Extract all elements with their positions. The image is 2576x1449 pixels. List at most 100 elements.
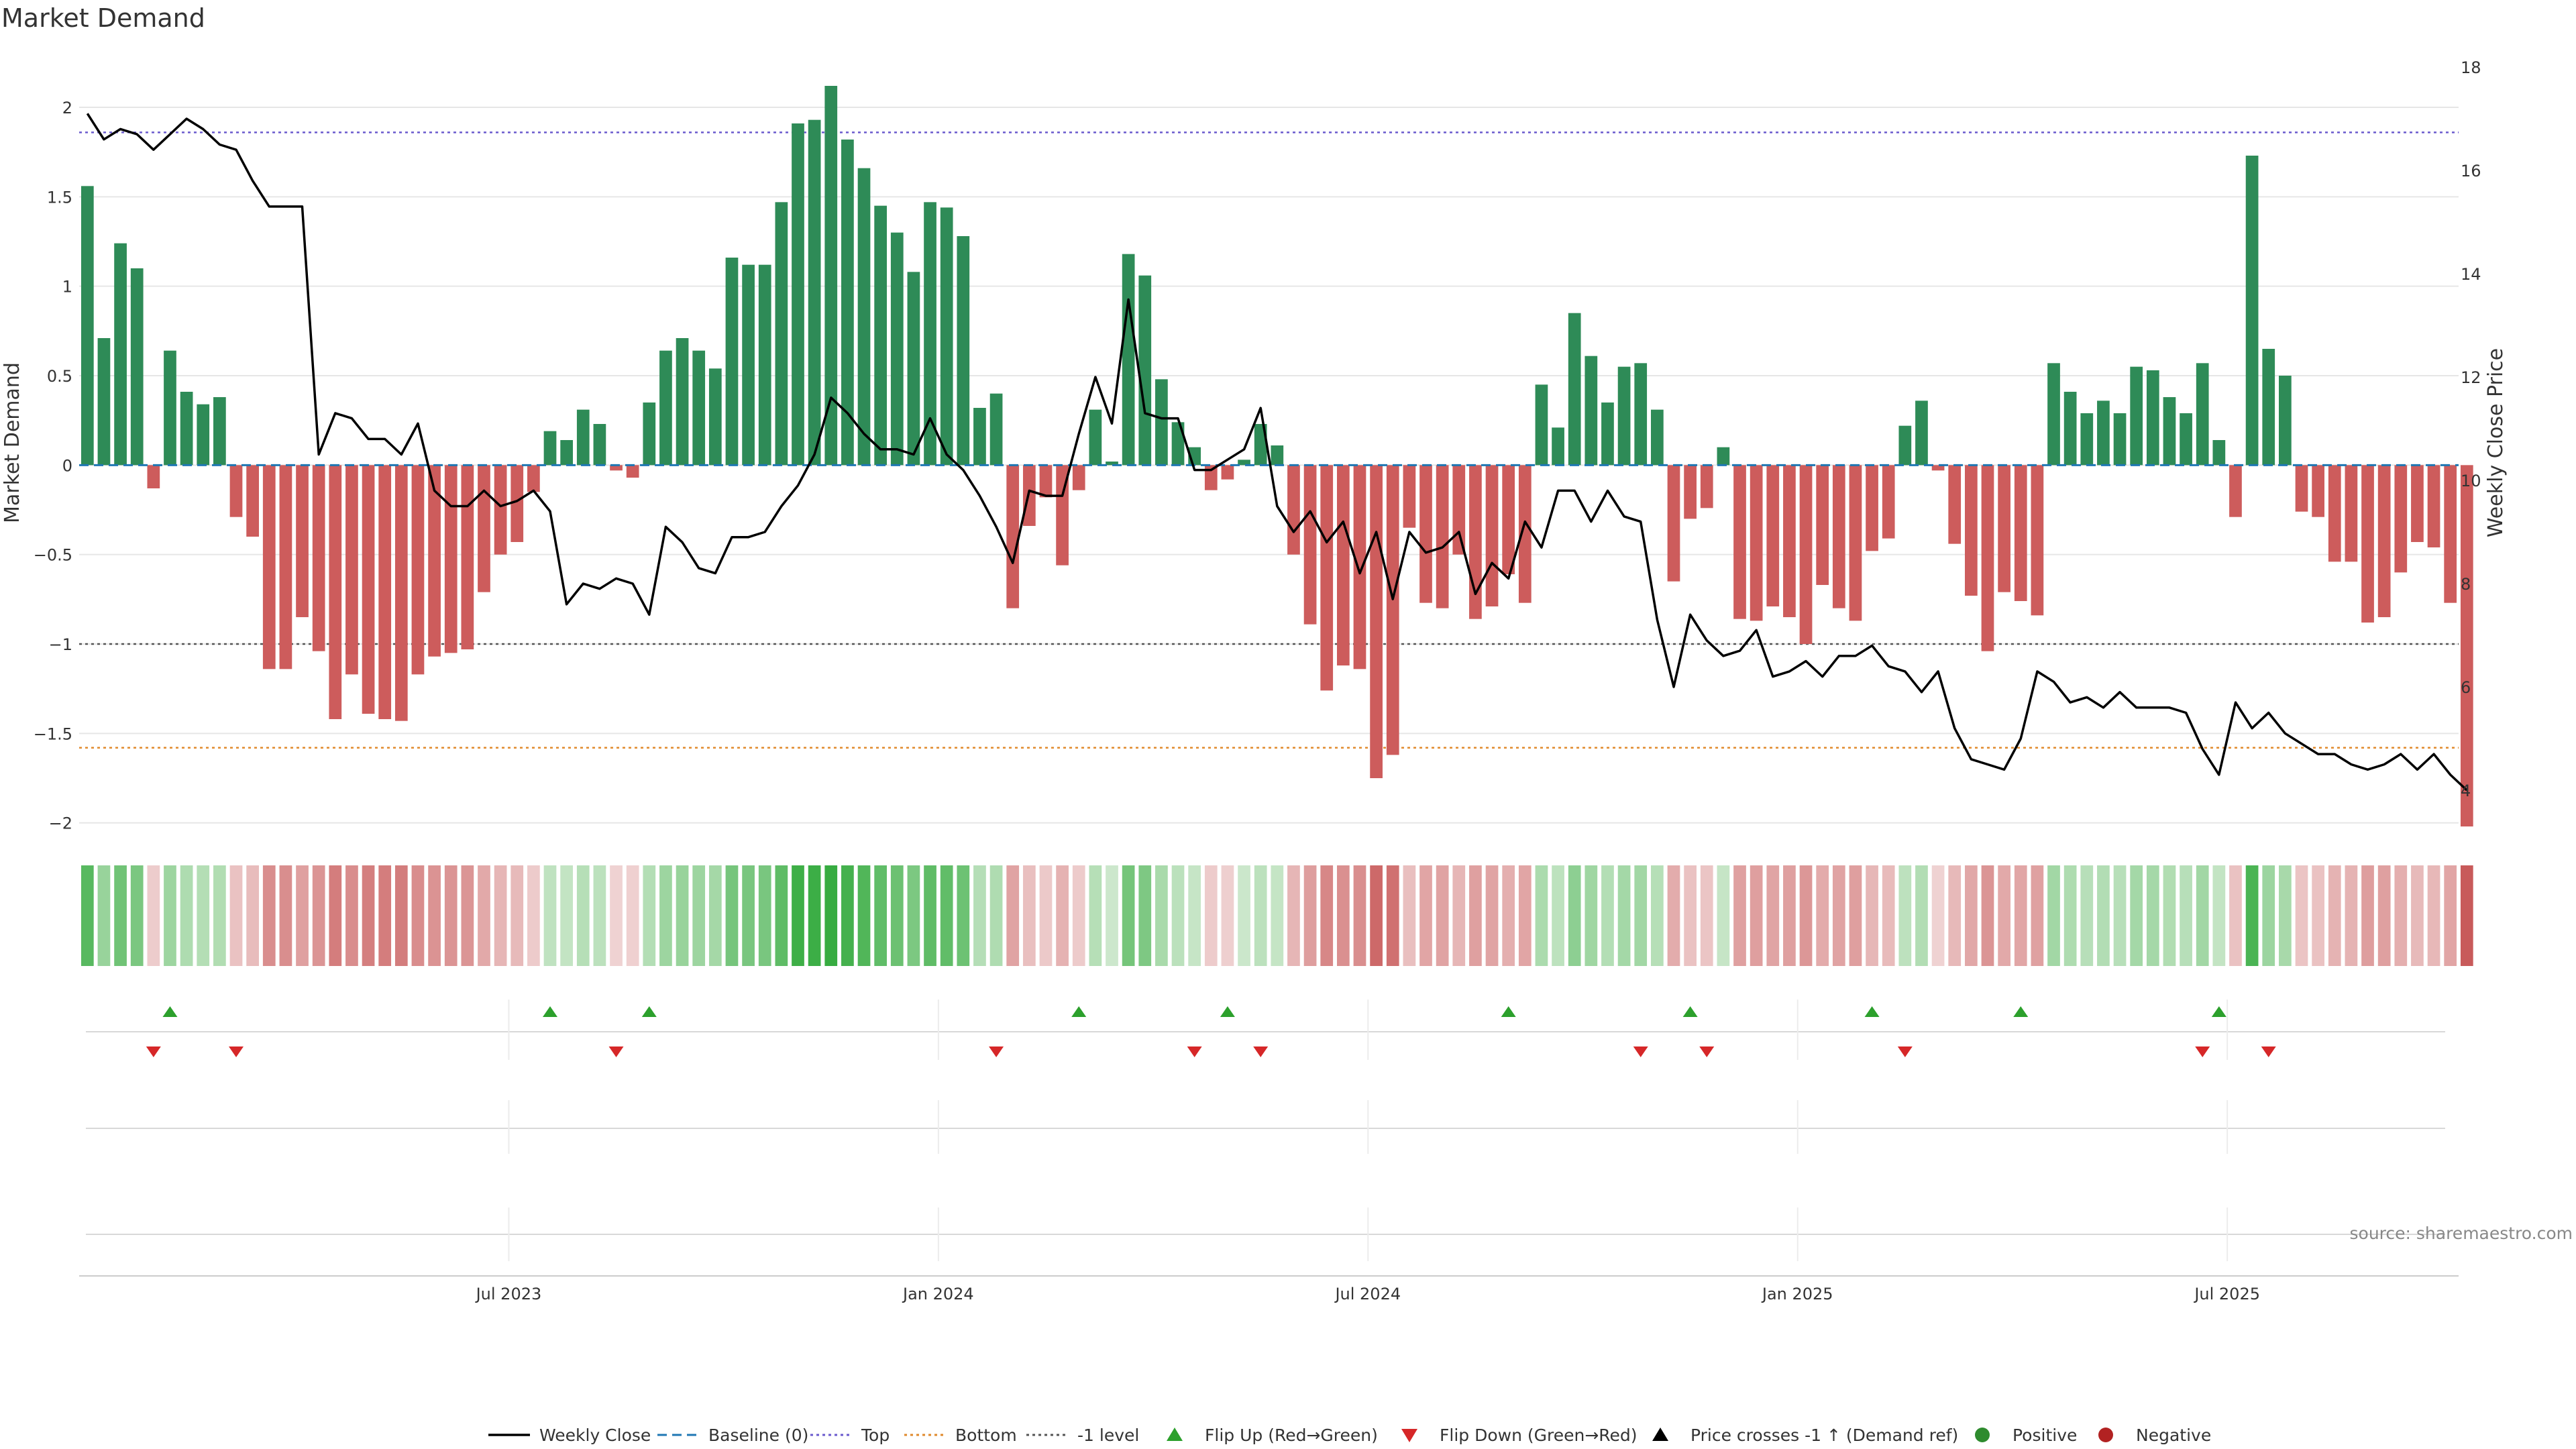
heat-cell [362, 865, 375, 966]
flip-down-marker [608, 1046, 624, 1057]
negative-bar [1221, 465, 1234, 480]
flip-up-marker [1071, 1006, 1087, 1017]
heat-cell [2113, 865, 2127, 966]
y2-tick-label: 12 [2461, 368, 2481, 387]
heat-cell [1518, 865, 1532, 966]
negative-bar [362, 465, 375, 714]
positive-bar [1898, 425, 1912, 466]
heat-cell [907, 865, 920, 966]
heat-cell [1171, 865, 1185, 966]
negative-bar [1799, 465, 1813, 644]
heat-cell [296, 865, 309, 966]
heat-cell [312, 865, 325, 966]
negative-bar [527, 465, 540, 492]
negative-bar [1303, 465, 1317, 625]
positive-bar [213, 397, 226, 466]
negative-bar [1816, 465, 1829, 585]
heat-cell [1601, 865, 1614, 966]
heat-cell [1138, 865, 1152, 966]
heat-cell [758, 865, 771, 966]
positive-bar [1238, 460, 1250, 466]
heat-cell [824, 865, 838, 966]
flip-markers-panel [79, 1000, 2459, 1277]
heat-cell [1469, 865, 1482, 966]
heat-cell [2262, 865, 2275, 966]
negative-bar [1866, 465, 1878, 551]
positive-bar [2130, 366, 2143, 466]
heat-cell [2345, 865, 2358, 966]
heat-cell [1353, 865, 1366, 966]
heat-cell [1336, 865, 1350, 966]
x-axis: Jul 2023 Jan 2024 Jul 2024 Jan 2025 Jul 2025 [475, 1285, 2260, 1303]
negative-bar [2328, 465, 2341, 562]
heat-cell [164, 865, 176, 966]
heat-cell [1915, 865, 1928, 966]
heat-cell [1502, 865, 1515, 966]
source-note: source: sharemaestro.com [2350, 1224, 2573, 1243]
heat-cell [262, 865, 276, 966]
negative-bar [1998, 465, 2010, 592]
positive-bar [1535, 384, 1548, 466]
y2-tick-label: 14 [2461, 265, 2481, 284]
negative-bar [1750, 465, 1763, 621]
heat-cell [1072, 865, 1085, 966]
positive-bar [2097, 400, 2110, 466]
y-tick-label: 0.5 [47, 367, 72, 386]
legend-label: Baseline (0) [708, 1426, 808, 1445]
negative-bar [1766, 465, 1780, 606]
heat-cell [692, 865, 706, 966]
negative-bar [2014, 465, 2027, 601]
negative-bar [394, 465, 408, 721]
negative-bar [2427, 465, 2440, 547]
y2-axis-label: Weekly Close Price [2484, 348, 2508, 537]
heat-cell [246, 865, 259, 966]
heat-cell [1849, 865, 1862, 966]
positive-bar [593, 424, 606, 466]
heat-cell [1403, 865, 1416, 966]
flip-down-marker [1187, 1046, 1202, 1057]
negative-bar [478, 465, 490, 592]
flip-down-marker [1699, 1046, 1715, 1057]
positive-bar [924, 202, 936, 466]
negative-bar [2295, 465, 2308, 512]
legend-label: -1 level [1077, 1426, 1139, 1445]
negative-bar [511, 465, 524, 542]
y-tick-label: −0.5 [34, 546, 72, 565]
heat-cell [1568, 865, 1581, 966]
negative-bar [2444, 465, 2457, 603]
flip-up-marker [543, 1006, 558, 1017]
negative-bar [1733, 465, 1746, 619]
x-tick-label: Jul 2023 [475, 1285, 542, 1303]
heat-cell [2031, 865, 2044, 966]
positive-bar [874, 205, 888, 466]
positive-bar [1122, 254, 1135, 466]
heat-cell [1964, 865, 1978, 966]
legend-swatch-dot [1975, 1428, 1990, 1442]
heat-cell [229, 865, 243, 966]
heat-cell [428, 865, 441, 966]
negative-bar [1667, 465, 1680, 582]
heat-cell [2180, 865, 2192, 966]
heat-cell [2312, 865, 2324, 966]
heat-cell [213, 865, 226, 966]
heat-cell [1634, 865, 1648, 966]
heat-cell [478, 865, 490, 966]
heat-cell [180, 865, 193, 966]
heat-cell [626, 865, 639, 966]
positive-bar [857, 168, 871, 466]
flip-down-marker [2195, 1046, 2210, 1057]
heat-cell [1898, 865, 1912, 966]
positive-bar [2113, 413, 2127, 466]
positive-bar [643, 402, 656, 466]
heat-cell [2047, 865, 2060, 966]
heat-cell [792, 865, 804, 966]
heat-cell [1022, 865, 1036, 966]
heat-cell [989, 865, 1003, 966]
flip-up-marker [1682, 1006, 1698, 1017]
positive-bar [1717, 447, 1730, 466]
negative-bar [610, 465, 623, 471]
negative-bar [1832, 465, 1845, 608]
legend-label: Flip Down (Green→Red) [1440, 1426, 1638, 1445]
legend-label: Top [861, 1426, 890, 1445]
positive-bar [543, 431, 557, 466]
